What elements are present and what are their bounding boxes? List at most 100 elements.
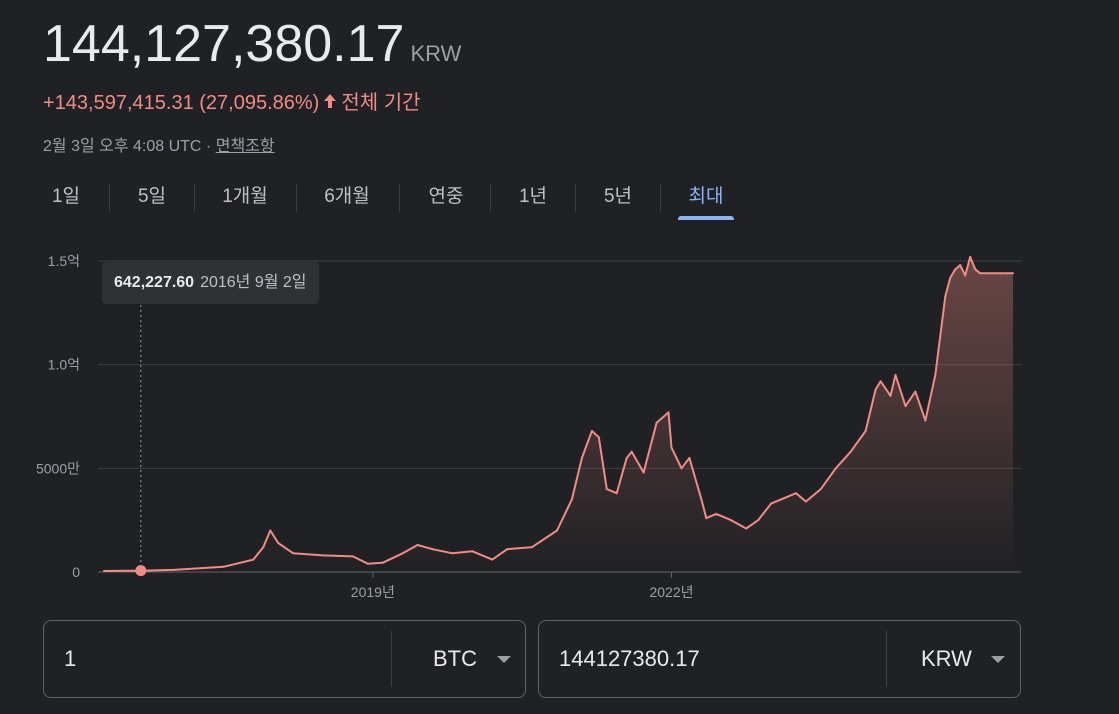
data-point	[700, 498, 703, 501]
data-point	[924, 419, 927, 422]
data-point	[401, 552, 404, 555]
data-point	[680, 467, 683, 470]
data-point	[366, 562, 369, 565]
to-currency-select[interactable]: KRW	[921, 646, 972, 671]
to-amount-input[interactable]: 144127380.17	[559, 646, 700, 671]
price-change: +143,597,415.31 (27,095.86%) 전체 기간	[43, 89, 421, 117]
tab-divider	[575, 184, 576, 212]
y-tick-label: 0	[72, 564, 80, 580]
converter-from: 1 BTC	[43, 620, 526, 698]
tab-6m[interactable]: 6개월	[324, 186, 370, 207]
data-point	[715, 512, 718, 515]
data-point	[431, 548, 434, 551]
tab-ytd[interactable]: 연중	[428, 186, 464, 207]
data-point	[974, 268, 977, 271]
data-point	[590, 430, 593, 432]
change-value: +143,597,415.31 (27,095.86%)	[43, 92, 320, 114]
data-point	[667, 411, 670, 414]
data-point	[757, 519, 760, 522]
tab-divider	[490, 184, 491, 212]
tab-1d[interactable]: 1일	[51, 186, 81, 207]
data-point	[322, 554, 324, 557]
data-point	[351, 555, 354, 558]
tab-divider	[399, 184, 400, 212]
arrow-up-icon	[323, 89, 337, 117]
from-amount-input[interactable]: 1	[64, 646, 77, 671]
data-point	[262, 546, 265, 549]
chevron-down-icon[interactable]	[497, 656, 511, 663]
data-point	[889, 394, 892, 397]
converter-divider	[886, 631, 887, 687]
tab-divider	[296, 184, 297, 212]
data-point	[999, 272, 1002, 275]
series-area	[104, 256, 1013, 572]
timestamp: 2월 3일 오후 4:08 UTC ·	[43, 138, 212, 155]
price-chart: 0 5000만 1.0억 1.5억 2019년 2022년	[36, 253, 1021, 600]
y-tick-label: 1.0억	[48, 357, 80, 373]
tab-5d[interactable]: 5일	[137, 186, 167, 207]
data-point	[531, 546, 534, 549]
data-point	[556, 529, 558, 532]
data-point	[804, 500, 807, 503]
data-point	[979, 272, 982, 275]
data-point	[969, 255, 972, 258]
data-point	[834, 467, 837, 470]
tab-5y[interactable]: 5년	[603, 186, 633, 207]
data-point	[642, 471, 645, 474]
data-point	[570, 498, 573, 501]
tab-divider	[194, 184, 195, 212]
data-point	[944, 295, 947, 298]
data-point	[605, 488, 608, 491]
data-point	[222, 565, 225, 568]
data-point	[625, 457, 628, 459]
data-point	[745, 527, 748, 530]
timestamp-line: 2월 3일 오후 4:08 UTC · 면책조항	[43, 136, 275, 158]
data-point	[904, 405, 907, 408]
change-period: 전체 기간	[341, 92, 421, 114]
data-point	[780, 498, 782, 501]
data-point	[819, 488, 822, 491]
data-point	[615, 492, 618, 495]
price-value: 144,127,380.17	[43, 15, 405, 73]
data-point	[269, 529, 272, 532]
tab-divider	[109, 184, 110, 212]
chart-tooltip: 642,227.60 2016년 9월 2일	[102, 262, 319, 304]
data-point	[770, 502, 773, 505]
price-display: 144,127,380.17 KRW	[43, 14, 461, 84]
data-point	[277, 542, 280, 544]
data-point	[949, 276, 952, 279]
tab-divider	[660, 184, 661, 212]
data-point	[506, 548, 509, 551]
data-point	[416, 544, 419, 546]
data-point	[795, 492, 797, 495]
x-tick-label: 2022년	[649, 584, 693, 600]
data-point	[630, 450, 633, 453]
data-point	[954, 268, 957, 271]
data-point	[655, 421, 658, 424]
converter-divider	[391, 631, 392, 687]
data-point	[670, 446, 673, 449]
data-point	[381, 561, 384, 564]
data-point	[894, 374, 897, 376]
tab-max[interactable]: 최대	[678, 180, 734, 220]
chevron-down-icon[interactable]	[991, 656, 1005, 663]
data-point	[874, 388, 877, 391]
data-point	[252, 558, 255, 561]
tab-1m[interactable]: 1개월	[222, 186, 268, 207]
highlight-point	[135, 565, 147, 577]
x-tick-label: 2019년	[351, 584, 395, 600]
data-point	[914, 390, 917, 393]
data-point	[103, 570, 105, 572]
data-point	[1012, 272, 1014, 275]
data-point	[730, 519, 733, 522]
converter-to: 144127380.17 KRW	[538, 620, 1021, 698]
tab-1y[interactable]: 1년	[518, 186, 548, 207]
data-point	[451, 552, 454, 555]
data-point	[934, 374, 937, 376]
data-point	[959, 264, 962, 267]
data-point	[491, 558, 494, 561]
data-point	[989, 272, 992, 275]
from-currency-select[interactable]: BTC	[433, 646, 477, 671]
disclaimer-link[interactable]: 면책조항	[215, 138, 275, 155]
data-point	[688, 457, 691, 459]
